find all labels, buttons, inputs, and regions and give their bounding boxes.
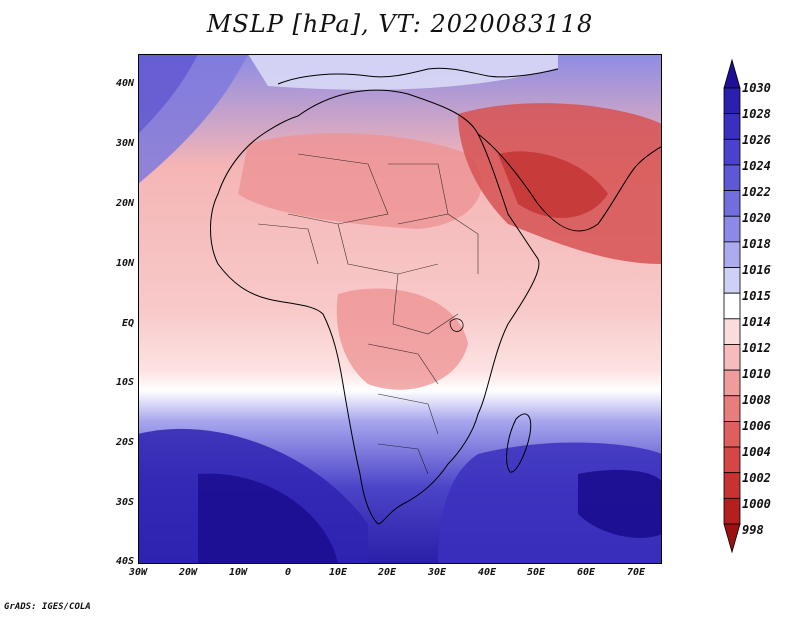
colorbar-legend: 1030 1028 1026 1024 1022 1020 1018 1016 … bbox=[722, 56, 792, 556]
lat-label-10n: 10N bbox=[115, 258, 134, 269]
footer-credit: GrADS: IGES/COLA bbox=[4, 602, 91, 612]
legend-label-1004: 1004 bbox=[742, 445, 771, 459]
legend-label-1018: 1018 bbox=[742, 237, 771, 251]
lat-label-20n: 20N bbox=[115, 198, 134, 209]
lon-label-30w: 30W bbox=[128, 567, 148, 578]
africa-coastline bbox=[210, 89, 540, 525]
madagascar bbox=[506, 413, 532, 473]
lat-label-eq: EQ bbox=[121, 318, 134, 329]
lon-label-10e: 10E bbox=[328, 567, 348, 578]
lat-label-40s: 40S bbox=[115, 556, 134, 567]
legend-label-1030: 1030 bbox=[742, 81, 771, 95]
legend-label-1008: 1008 bbox=[742, 393, 771, 407]
colorbar-top-arrow bbox=[723, 58, 741, 89]
legend-label-1002: 1002 bbox=[742, 471, 771, 485]
colorbar-swatch bbox=[723, 446, 741, 474]
colorbar-swatch bbox=[723, 87, 741, 115]
map-border bbox=[138, 54, 662, 564]
colorbar-swatch bbox=[723, 267, 741, 294]
saharan-low bbox=[238, 133, 482, 229]
lat-label-20s: 20S bbox=[115, 437, 134, 448]
colorbar-swatch bbox=[723, 190, 741, 217]
lon-label-20w: 20W bbox=[178, 567, 198, 578]
country-borders bbox=[257, 153, 479, 475]
chart-title: MSLP [hPa], VT: 2020083118 bbox=[206, 10, 594, 38]
legend-label-998: 998 bbox=[742, 523, 764, 537]
colorbar-swatch bbox=[723, 344, 741, 371]
legend-label-1020: 1020 bbox=[742, 211, 771, 225]
legend-label-1016: 1016 bbox=[742, 263, 771, 277]
legend-label-1010: 1010 bbox=[742, 367, 771, 381]
lon-label-50e: 50E bbox=[526, 567, 546, 578]
europe-coastline bbox=[277, 67, 559, 85]
lat-label-10s: 10S bbox=[115, 377, 134, 388]
lon-label-20e: 20E bbox=[377, 567, 397, 578]
arabia-coastline bbox=[477, 133, 662, 232]
colorbar-swatch bbox=[723, 421, 741, 448]
legend-label-1026: 1026 bbox=[742, 133, 771, 147]
mediterranean-ridge bbox=[248, 54, 558, 90]
colorbar-swatch bbox=[723, 138, 741, 166]
lake-victoria bbox=[449, 318, 464, 332]
colorbar-swatch bbox=[723, 241, 741, 268]
lon-label-10w: 10W bbox=[228, 567, 248, 578]
central-africa-low bbox=[336, 288, 468, 390]
colorbar-swatch bbox=[723, 215, 741, 243]
map-frame bbox=[138, 54, 662, 564]
legend-label-1014: 1014 bbox=[742, 315, 771, 329]
colorbar-swatch bbox=[723, 369, 741, 397]
legend-label-1015: 1015 bbox=[742, 289, 771, 303]
lat-label-30n: 30N bbox=[115, 138, 134, 149]
lat-label-40n: 40N bbox=[115, 78, 134, 89]
colorbar bbox=[723, 58, 741, 554]
lon-label-60e: 60E bbox=[576, 567, 596, 578]
colorbar-swatch bbox=[723, 497, 741, 525]
south-indian-high-core bbox=[578, 469, 662, 538]
colorbar-swatch bbox=[723, 472, 741, 499]
pressure-map bbox=[138, 54, 662, 564]
lon-label-70e: 70E bbox=[626, 567, 646, 578]
legend-label-1024: 1024 bbox=[742, 159, 771, 173]
legend-label-1022: 1022 bbox=[742, 185, 771, 199]
legend-label-1006: 1006 bbox=[742, 419, 771, 433]
colorbar-swatch bbox=[723, 113, 741, 140]
legend-label-1000: 1000 bbox=[742, 497, 771, 511]
colorbar-bottom-arrow bbox=[723, 523, 741, 554]
lat-label-30s: 30S bbox=[115, 497, 134, 508]
colorbar-swatch bbox=[723, 292, 741, 320]
colorbar-swatch bbox=[723, 395, 741, 422]
lon-label-40e: 40E bbox=[477, 567, 497, 578]
arabian-low-core bbox=[498, 151, 608, 218]
lon-label-30e: 30E bbox=[427, 567, 447, 578]
legend-label-1028: 1028 bbox=[742, 107, 771, 121]
colorbar-swatch bbox=[723, 164, 741, 191]
lon-label-0: 0 bbox=[284, 567, 292, 578]
south-atlantic-high-core bbox=[198, 473, 338, 564]
atlantic-high-nw-core bbox=[138, 54, 198, 134]
colorbar-swatch bbox=[723, 318, 741, 345]
legend-label-1012: 1012 bbox=[742, 341, 771, 355]
